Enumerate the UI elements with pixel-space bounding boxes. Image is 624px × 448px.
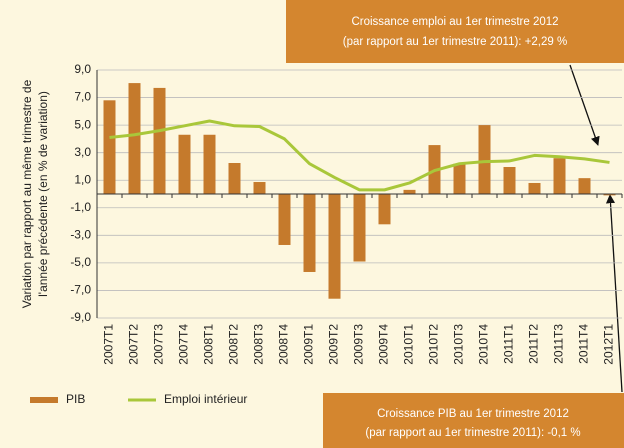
bar (528, 182, 541, 194)
annotation-bottom: Croissance PIB au 1er trimestre 2012 (pa… (323, 393, 624, 448)
x-tick-label: 2007T3 (152, 324, 166, 365)
bar (578, 178, 591, 194)
y-tick-label: 9,0 (74, 62, 91, 76)
x-tick-label: 2011T1 (502, 324, 516, 364)
line-series (109, 119, 610, 192)
x-tick-label: 2008T1 (202, 324, 216, 365)
bar (603, 194, 616, 196)
x-tick-label: 2007T1 (102, 324, 116, 365)
x-tick-label: 2009T2 (327, 324, 341, 365)
x-tick-label: 2009T4 (377, 324, 391, 365)
y-tick-label: -3,0 (70, 228, 91, 242)
bar (303, 194, 316, 272)
arrow (605, 194, 623, 393)
bar (128, 83, 141, 194)
bar (478, 125, 491, 194)
bar (228, 163, 241, 194)
annotation-box (323, 393, 624, 448)
bar (278, 194, 291, 245)
annotation-text: Croissance PIB au 1er trimestre 2012 (377, 408, 569, 420)
bar (453, 163, 466, 194)
x-tick-label: 2010T3 (452, 324, 466, 365)
y-tick-label: -1,0 (70, 200, 91, 214)
bar (153, 87, 166, 194)
bar (503, 166, 516, 194)
bar (403, 189, 416, 194)
bar (328, 194, 341, 299)
legend-label: PIB (66, 392, 85, 406)
x-tick-label: 2009T1 (302, 324, 316, 365)
annotation-box (286, 0, 624, 63)
annotation-text: (par rapport au 1er trimestre 2011): -0,… (365, 427, 580, 439)
x-tick-label: 2009T3 (352, 324, 366, 365)
x-tick-label: 2007T2 (127, 324, 141, 365)
y-tick-label: -5,0 (70, 255, 91, 269)
x-tick-label: 2008T3 (252, 324, 266, 365)
y-tick-label: -7,0 (70, 283, 91, 297)
bar (203, 134, 216, 194)
x-tick-label: 2011T2 (527, 324, 541, 364)
arrow (569, 64, 600, 146)
x-tick-label: 2008T4 (277, 324, 291, 365)
y-axis-label: Variation par rapport au même trimestre … (20, 79, 34, 308)
bar (378, 194, 391, 225)
annotation-text: Croissance emploi au 1er trimestre 2012 (351, 16, 558, 28)
y-tick-label: 5,0 (74, 117, 91, 131)
x-tick-label: 2008T2 (227, 324, 241, 365)
y-axis-label: l'année précédente (en % de variation) (36, 91, 50, 297)
y-tick-label: 7,0 (74, 90, 91, 104)
annotation-text: (par rapport au 1er trimestre 2011): +2,… (343, 36, 567, 48)
x-tick-label: 2011T4 (577, 324, 591, 364)
legend-label: Emploi intérieur (164, 392, 247, 406)
y-tick-label: 1,0 (74, 172, 91, 186)
bar (178, 134, 191, 194)
x-tick-label: 2010T1 (402, 324, 416, 365)
x-tick-label: 2012T1 (602, 324, 616, 365)
bar (103, 100, 116, 194)
bar (553, 158, 566, 194)
x-tick-label: 2010T4 (477, 324, 491, 365)
x-tick-label: 2011T3 (552, 324, 566, 364)
legend-swatch (30, 397, 58, 403)
y-tick-label: -9,0 (70, 310, 91, 324)
x-tick-label: 2010T2 (427, 324, 441, 365)
bar (353, 194, 366, 262)
x-tick-label: 2007T4 (177, 324, 191, 365)
annotation-top: Croissance emploi au 1er trimestre 2012 … (286, 0, 624, 63)
y-tick-label: 3,0 (74, 145, 91, 159)
bar (253, 182, 266, 194)
